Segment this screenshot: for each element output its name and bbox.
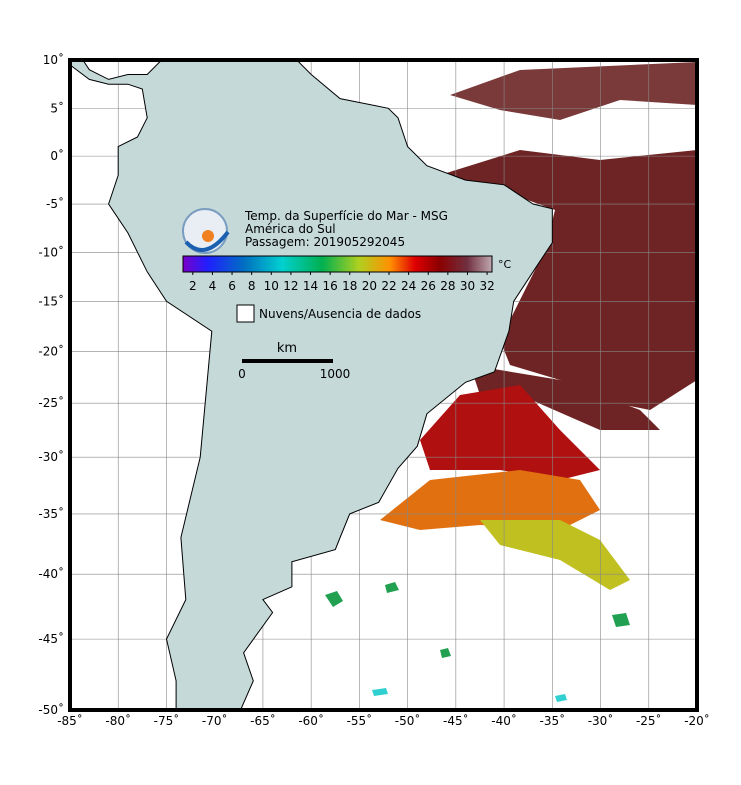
sst-patch (450, 62, 697, 120)
colorbar-tick-label: 10 (264, 279, 279, 293)
lon-tick-label: -35˚ (540, 713, 566, 728)
sst-patch (380, 470, 600, 530)
lon-tick-label: -65˚ (250, 713, 276, 728)
lat-tick-label: -35˚ (38, 506, 64, 521)
colorbar-tick-label: 4 (209, 279, 217, 293)
scale-unit: km (277, 341, 297, 356)
sst-patch (470, 365, 660, 430)
scale-label: 1000 (320, 367, 351, 381)
colorbar-tick-label: 14 (303, 279, 318, 293)
colorbar (182, 255, 493, 273)
lat-tick-label: 10˚ (43, 52, 64, 67)
scale-bar (242, 359, 333, 363)
lon-tick-label: -70˚ (202, 713, 228, 728)
lat-tick-label: -5˚ (46, 196, 64, 211)
lon-tick-label: -45˚ (443, 713, 469, 728)
lon-tick-label: -30˚ (588, 713, 614, 728)
colorbar-tick-label: 18 (342, 279, 357, 293)
lon-tick-label: -80˚ (105, 713, 131, 728)
lat-tick-label: -20˚ (38, 343, 64, 358)
lon-tick-label: -20˚ (684, 713, 710, 728)
colorbar-tick-label: 32 (479, 279, 494, 293)
logo (182, 208, 230, 254)
pass: Passagem: 201905292045 (245, 235, 405, 249)
lon-tick-label: -50˚ (395, 713, 421, 728)
colorbar-tick-label: 8 (248, 279, 256, 293)
legend-swatch (236, 304, 255, 323)
colorbar-tick-label: 24 (401, 279, 416, 293)
title: Temp. da Superfície do Mar - MSG (244, 209, 448, 223)
colorbar-tick-label: 26 (421, 279, 436, 293)
lat-tick-label: 0˚ (50, 148, 64, 163)
region: América do Sul (245, 222, 336, 236)
lat-tick-label: -30˚ (38, 449, 64, 464)
legend-label: Nuvens/Ausencia de dados (259, 307, 421, 321)
lat-tick-label: -40˚ (38, 566, 64, 581)
colorbar-tick-label: 30 (460, 279, 475, 293)
lon-tick-label: -40˚ (491, 713, 517, 728)
colorbar-tick-label: 22 (381, 279, 396, 293)
lat-tick-label: -10˚ (38, 244, 64, 259)
colorbar-tick-label: 6 (228, 279, 236, 293)
map-frame (68, 58, 699, 712)
colorbar-unit: °C (498, 258, 512, 271)
colorbar-tick-label: 16 (323, 279, 338, 293)
colorbar-tick-label: 2 (189, 279, 197, 293)
lon-tick-label: -60˚ (298, 713, 324, 728)
lat-tick-label: 5˚ (50, 100, 64, 115)
lon-tick-label: -25˚ (636, 713, 662, 728)
colorbar-tick-label: 12 (283, 279, 298, 293)
lat-tick-label: -50˚ (38, 702, 64, 717)
scale-label: 0 (238, 367, 246, 381)
colorbar-tick-label: 20 (362, 279, 377, 293)
sst-patch (420, 385, 600, 480)
lon-tick-label: -55˚ (347, 713, 373, 728)
lat-tick-label: -45˚ (38, 631, 64, 646)
colorbar-tick-label: 28 (440, 279, 455, 293)
lon-tick-label: -75˚ (154, 713, 180, 728)
sst-patch (480, 520, 630, 590)
lat-tick-label: -25˚ (38, 395, 64, 410)
lat-tick-label: -15˚ (38, 293, 64, 308)
lon-tick-label: -85˚ (57, 713, 83, 728)
